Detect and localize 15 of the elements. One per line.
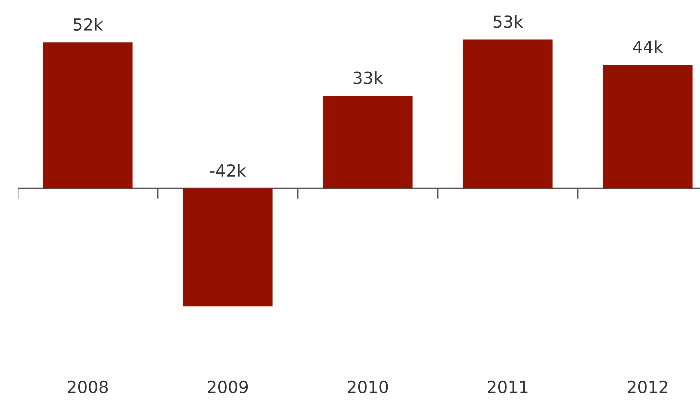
data-label: 53k: [494, 15, 524, 28]
x-tick-label: 2009: [208, 380, 248, 394]
x-tick-label: 2010: [348, 380, 388, 394]
bar: [603, 65, 693, 189]
bar: [183, 188, 273, 307]
data-label: 33k: [354, 71, 384, 84]
bar: [323, 96, 413, 189]
bar: [43, 42, 133, 189]
data-label: -42k: [210, 164, 246, 177]
bar: [463, 40, 553, 189]
x-tick-label: 2012: [628, 380, 668, 394]
x-tick-label: 2011: [488, 380, 528, 394]
data-label: 52k: [74, 18, 104, 32]
x-tick-label: 2008: [68, 380, 108, 394]
data-label: 44k: [633, 40, 664, 54]
